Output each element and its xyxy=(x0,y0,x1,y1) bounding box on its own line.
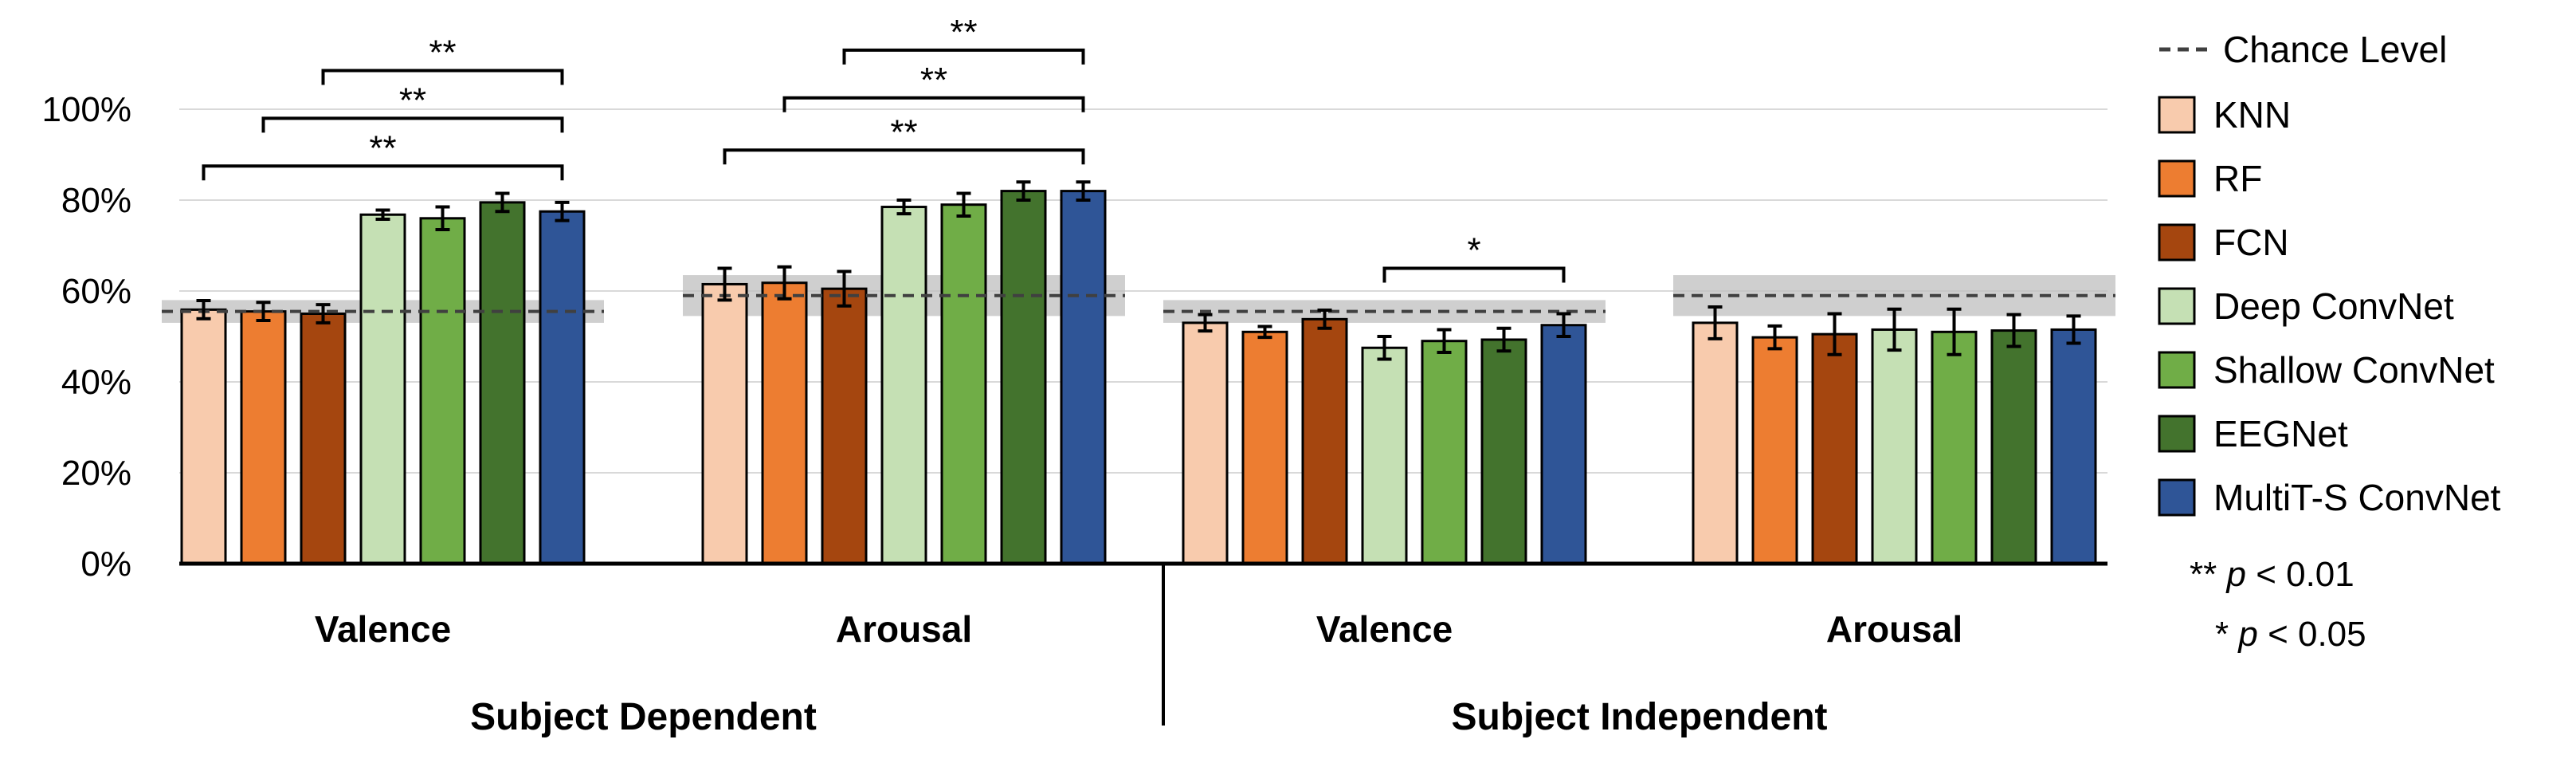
note-threshold: < 0.01 xyxy=(2246,555,2354,594)
bar xyxy=(1361,346,1408,565)
note-stars: ** xyxy=(2190,555,2226,594)
significance-label: ** xyxy=(920,61,947,100)
significance-label: ** xyxy=(369,128,396,167)
bar xyxy=(539,210,586,565)
legend-swatch xyxy=(2158,287,2196,325)
bar xyxy=(821,287,868,565)
chance-level-lines xyxy=(162,293,2115,313)
legend-swatch xyxy=(2158,223,2196,262)
legend-label: RF xyxy=(2213,158,2262,199)
bar xyxy=(2050,328,2097,565)
legend-swatch xyxy=(2158,415,2196,453)
y-tick-label: 100% xyxy=(41,90,131,129)
bar xyxy=(1421,340,1468,565)
y-tick-label: 20% xyxy=(61,454,131,493)
significance-label: ** xyxy=(399,81,426,120)
y-tick-label: 40% xyxy=(61,363,131,402)
significance-brackets: ************* xyxy=(202,13,1566,283)
significance-label: ** xyxy=(950,13,977,52)
bar xyxy=(419,217,466,565)
bar xyxy=(701,282,748,565)
error-bars xyxy=(196,180,2081,361)
significance-bracket xyxy=(782,96,1085,112)
legend-label: FCN xyxy=(2213,222,2289,263)
note-threshold: < 0.05 xyxy=(2258,615,2366,654)
note-p: p xyxy=(2237,615,2257,654)
condition-label: Arousal xyxy=(1826,608,1962,650)
bar xyxy=(1931,330,1978,565)
legend: Chance Level KNN RF FCN Deep ConvNet Shallow … xyxy=(2158,29,2501,518)
bar xyxy=(240,310,287,565)
bar xyxy=(1182,321,1229,565)
legend-label: EEGNet xyxy=(2213,413,2348,454)
bar xyxy=(1751,336,1798,565)
y-tick-label: 0% xyxy=(80,545,131,584)
condition-labels: Valence Arousal Valence Arousal xyxy=(315,608,1962,650)
legend-label: Chance Level xyxy=(2223,29,2447,70)
bar xyxy=(1000,190,1047,565)
group-label: Subject Dependent xyxy=(470,696,817,738)
bars xyxy=(180,190,2097,565)
bar xyxy=(1480,338,1527,565)
bar xyxy=(1241,330,1288,565)
bar xyxy=(1692,321,1739,565)
note-p: p xyxy=(2225,555,2245,594)
significance-notes: ** p < 0.01* p < 0.05 xyxy=(2190,555,2366,654)
significance-bracket xyxy=(842,48,1085,65)
condition-label: Valence xyxy=(1316,608,1453,650)
significance-label: ** xyxy=(890,112,917,151)
significance-label: * xyxy=(1467,231,1480,270)
bar xyxy=(1301,317,1348,565)
bar xyxy=(1811,332,1858,565)
legend-swatch xyxy=(2158,351,2196,389)
legend-label: MultiT-S ConvNet xyxy=(2213,477,2501,518)
bar xyxy=(479,201,526,565)
legend-label: Shallow ConvNet xyxy=(2213,349,2495,391)
group-labels: Subject Dependent Subject Independent xyxy=(470,696,1827,738)
condition-label: Valence xyxy=(315,608,451,650)
bar xyxy=(1540,324,1587,565)
y-tick-label: 80% xyxy=(61,181,131,220)
legend-label: KNN xyxy=(2213,94,2291,136)
significance-bracket xyxy=(261,116,564,133)
bar xyxy=(359,213,406,565)
note-stars: * xyxy=(2215,615,2238,654)
significance-note: ** p < 0.01 xyxy=(2190,555,2354,594)
significance-bracket xyxy=(1382,266,1566,283)
bar xyxy=(1060,190,1107,565)
significance-label: ** xyxy=(429,33,456,73)
bar xyxy=(1990,329,2037,565)
legend-swatch xyxy=(2158,96,2196,134)
group-label: Subject Independent xyxy=(1451,696,1827,738)
bar xyxy=(940,203,987,565)
bar xyxy=(880,206,927,565)
condition-label: Arousal xyxy=(836,608,972,650)
axes xyxy=(179,561,2107,726)
bar xyxy=(180,308,227,565)
legend-label: Deep ConvNet xyxy=(2213,285,2454,327)
y-tick-labels: 0% 20% 40% 60% 80% 100% xyxy=(41,90,131,584)
bar xyxy=(761,281,808,565)
significance-bracket xyxy=(723,148,1085,165)
bar xyxy=(1871,328,1918,565)
legend-swatch xyxy=(2158,159,2196,198)
bar xyxy=(300,313,347,565)
y-tick-label: 60% xyxy=(61,272,131,311)
significance-bracket xyxy=(202,164,564,181)
significance-note: * p < 0.05 xyxy=(2215,615,2366,654)
legend-swatch xyxy=(2158,478,2196,517)
significance-bracket xyxy=(321,69,564,85)
